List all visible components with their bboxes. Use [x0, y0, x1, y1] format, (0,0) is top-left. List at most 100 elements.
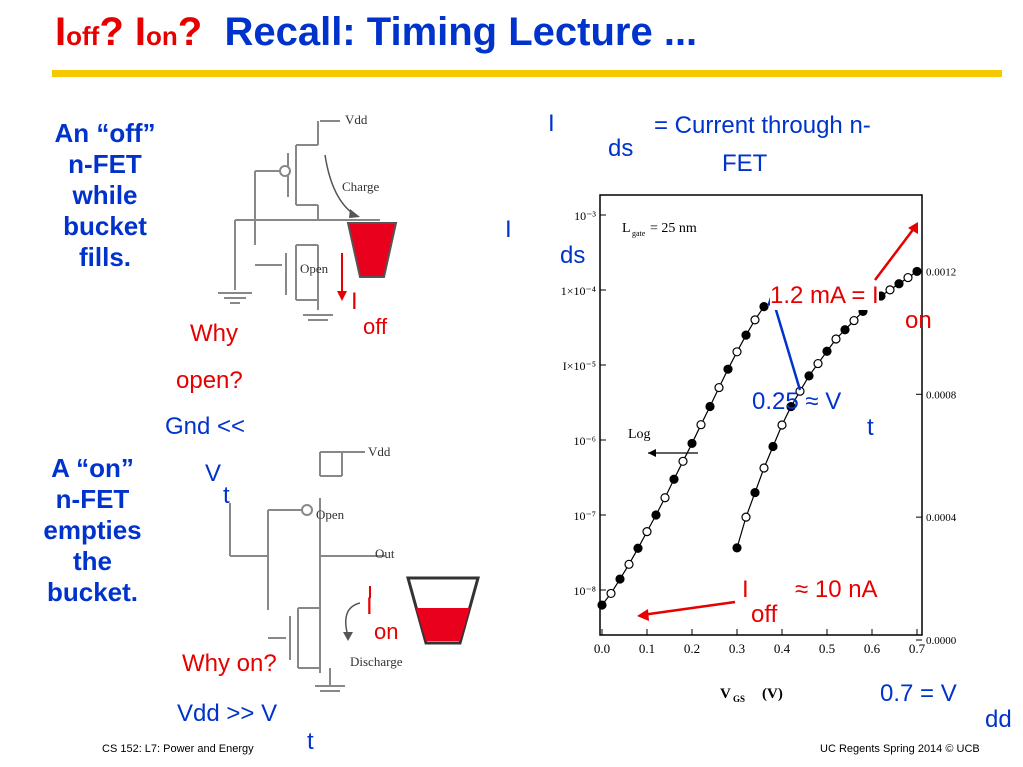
off-caption-line: An “off”: [54, 118, 156, 148]
gate-label: L: [622, 221, 631, 236]
ion-sub-label: on: [374, 619, 399, 644]
why-on-label: Why on?: [182, 650, 277, 677]
y-right-tick-label: 0.0012: [926, 266, 956, 278]
data-point: [885, 285, 895, 295]
off-circuit-diagram: Vdd Charge Open: [218, 112, 398, 321]
vt-arrow: [771, 299, 802, 391]
off-vdd-label: Vdd: [345, 112, 368, 127]
data-point: [705, 401, 715, 412]
ion-ann-sub: on: [905, 307, 932, 334]
ioff-ann-val: ≈ 10 nA: [795, 576, 878, 603]
data-point: [849, 315, 859, 326]
off-caption-line: fills.: [78, 242, 131, 272]
ids-axis-sub: ds: [560, 242, 586, 269]
x-tick-label: 0.6: [864, 641, 881, 656]
x-ticks: 0.0 0.1 0.2 0.3 0.4 0.5 0.6 0.7: [594, 629, 926, 656]
data-point: [642, 527, 652, 537]
data-point: [786, 401, 796, 412]
data-point: [732, 543, 742, 553]
data-point: [759, 463, 769, 473]
data-point: [768, 441, 778, 452]
on-caption-line: the: [73, 546, 112, 576]
data-marks: [597, 266, 922, 610]
title-sub-off: off: [66, 21, 100, 51]
footer-left: CS 152: L7: Power and Energy: [102, 743, 254, 755]
data-point: [813, 358, 823, 369]
on-caption-line: n-FET: [55, 484, 130, 514]
data-point: [804, 371, 814, 381]
on-caption-line: bucket.: [46, 577, 139, 607]
v-letter-label: V: [205, 460, 222, 487]
data-point: [597, 600, 607, 610]
data-point: [732, 347, 742, 357]
y-left-tick-label: I×10⁻⁵: [563, 359, 596, 373]
footer-right: UC Regents Spring 2014 © UCB: [820, 743, 980, 755]
y-right-tick-label: 0.0008: [926, 389, 957, 401]
ioff-ann-sub: off: [751, 601, 778, 628]
ids-def-sub: ds: [608, 135, 634, 162]
on-circuit-diagram: Vdd Open Out Discharge: [229, 444, 480, 692]
title-q-2: ?: [177, 10, 203, 54]
open-q-label: open?: [176, 367, 243, 394]
data-point: [696, 420, 706, 430]
x-tick-label: 0.4: [774, 641, 791, 656]
on-caption-line: A “on”: [51, 453, 134, 483]
off-caption-line: n-FET: [68, 149, 142, 179]
why-open-label: Why: [190, 320, 238, 347]
vdd-ann-sub: dd: [985, 706, 1012, 733]
off-caption: An “off” n-FET while bucket fills.: [25, 118, 185, 273]
ioff-ann-i: I: [742, 576, 749, 603]
title-sub-on: on: [146, 21, 178, 51]
x-tick-label: 0.2: [684, 641, 700, 656]
plot-frame: [599, 194, 923, 636]
data-point: [912, 266, 922, 277]
log-label: Log: [628, 427, 651, 442]
data-point: [903, 272, 913, 283]
x-tick-label: 0.3: [729, 641, 745, 656]
y-right-tick-label: 0.0000: [926, 635, 957, 647]
x-tick-label: 0.7: [909, 641, 926, 656]
xlabel-unit: (V): [762, 686, 783, 702]
data-point: [687, 438, 697, 449]
iv-chart: 10⁻³ 1×10⁻⁴ I×10⁻⁵ 10⁻⁶ 10⁻⁷ 10⁻⁸ 0.0012 0.000…: [561, 194, 957, 704]
ion-i-label: I: [366, 593, 373, 620]
on-caption-line: empties: [43, 515, 142, 545]
data-point: [822, 346, 832, 356]
gnd-lt-label: Gnd <<: [165, 413, 246, 440]
ids-def-text2: FET: [722, 150, 768, 177]
ids-axis-i: I: [505, 216, 512, 243]
gate-sub: gate: [632, 229, 646, 238]
page-title: Ioff? Ion? Recall: Timing Lecture ...: [55, 10, 697, 55]
on-caption: A “on” n-FET empties the bucket.: [15, 453, 170, 608]
data-point: [750, 315, 760, 325]
data-point: [831, 334, 841, 344]
y-left-tick-label: 10⁻⁶: [573, 434, 596, 448]
vdd-ann-label: 0.7 = V: [880, 680, 957, 707]
data-point: [615, 574, 625, 584]
y-right-tick-label: 0.0004: [926, 512, 957, 524]
ids-def-i: I: [548, 110, 555, 137]
vt-sub-label: t: [223, 482, 230, 509]
data-point: [741, 330, 751, 340]
ion-arrow: [874, 226, 916, 281]
y-left-tick-label: 10⁻⁸: [573, 584, 596, 598]
y-left-tick-label: 10⁻⁷: [573, 509, 596, 523]
data-point: [660, 493, 670, 503]
ion-ann-label: 1.2 mA = I: [770, 282, 879, 310]
off-caption-line: bucket: [63, 211, 147, 241]
off-caption-line: while: [72, 180, 138, 210]
data-point: [777, 420, 787, 430]
data-point: [894, 279, 904, 289]
y-left-ticks: 10⁻³ 1×10⁻⁴ I×10⁻⁵ 10⁻⁶ 10⁻⁷ 10⁻⁸: [561, 209, 606, 598]
bucket-water: [416, 608, 470, 641]
off-open-label: Open: [300, 261, 329, 276]
data-point: [759, 302, 769, 312]
xlabel-v: V: [720, 686, 731, 702]
gate-val: = 25 nm: [650, 221, 697, 236]
x-tick-label: 0.1: [639, 641, 655, 656]
data-point: [714, 382, 724, 393]
vt-sub2-label: t: [307, 728, 314, 755]
data-point: [723, 364, 733, 374]
y-left-tick-label: 10⁻³: [574, 209, 596, 223]
vt-ann-label: 0.25 ≈ V: [752, 388, 842, 415]
